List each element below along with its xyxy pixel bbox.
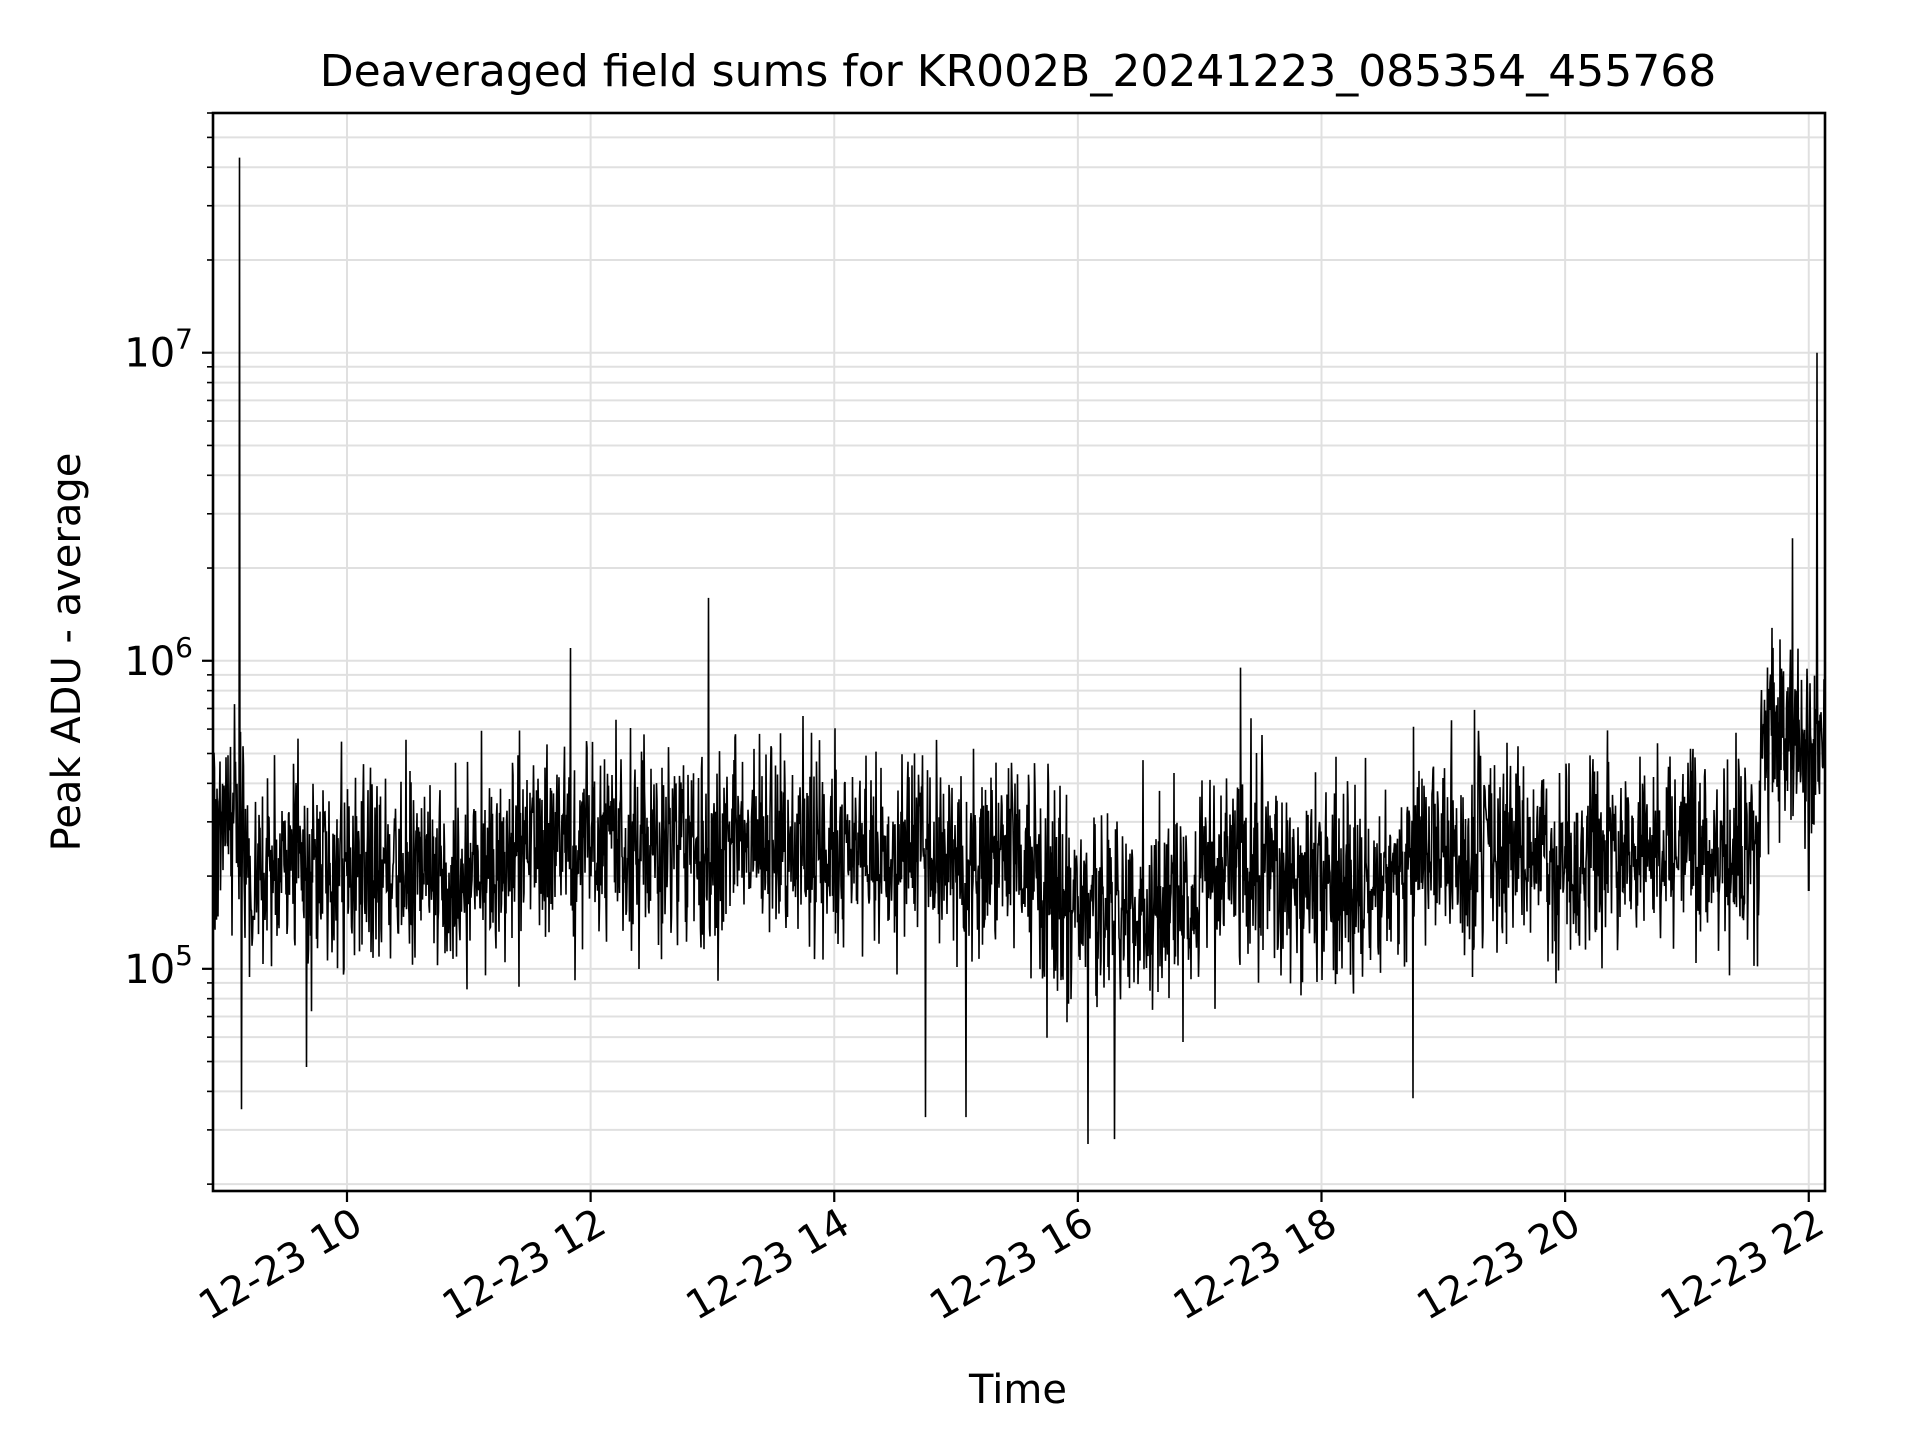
plot-area [211,111,1827,1193]
x-axis-label: Time [968,1367,1067,1413]
series-line [213,157,1825,1145]
plot-frame [211,111,1827,1193]
major-grid [213,113,1825,1191]
chart-title: Deaveraged field sums for KR002B_2024122… [320,46,1716,97]
y-tick-label: 106 [124,631,193,685]
y-tick-label: 107 [124,323,193,377]
y-axis: 105 106 107 [124,112,213,1185]
y-tick-label: 105 [124,939,193,993]
y-axis-label: Peak ADU - average [44,453,90,852]
